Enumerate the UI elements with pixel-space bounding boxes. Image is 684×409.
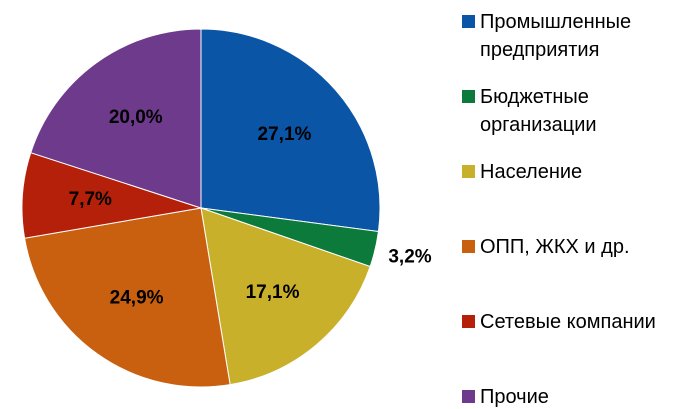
data-label: 17,1% xyxy=(246,282,300,303)
legend-swatch xyxy=(462,240,475,253)
data-label: 27,1% xyxy=(258,124,312,145)
legend-label: Бюджетные организации xyxy=(480,86,597,136)
legend-label: Промышленные предприятия xyxy=(480,11,632,61)
legend-item: Бюджетные организации xyxy=(462,83,677,139)
pie-slice xyxy=(200,28,381,233)
legend-item: Население xyxy=(462,158,677,186)
legend-item: Промышленные предприятия xyxy=(462,8,677,64)
legend-label: Население xyxy=(480,161,583,183)
data-label: 7,7% xyxy=(69,189,112,210)
legend-label: Сетевые компании xyxy=(480,311,656,333)
pie-slice xyxy=(30,28,202,209)
pie-slice xyxy=(200,207,371,386)
data-label: 20,0% xyxy=(109,107,163,128)
data-label: 24,9% xyxy=(110,287,164,308)
data-label: 3,2% xyxy=(388,247,431,268)
pie-slice xyxy=(23,207,231,388)
legend-item: Прочие xyxy=(462,383,677,409)
legend-swatch xyxy=(462,90,475,103)
legend-label: ОПП, ЖКХ и др. xyxy=(480,236,630,258)
legend-swatch xyxy=(462,165,475,178)
legend-swatch xyxy=(462,315,475,328)
legend-item: ОПП, ЖКХ и др. xyxy=(462,233,677,261)
legend-swatch xyxy=(462,15,475,28)
legend-swatch xyxy=(462,390,475,403)
legend-item: Сетевые компании xyxy=(462,308,677,336)
legend-label: Прочие xyxy=(480,386,549,408)
